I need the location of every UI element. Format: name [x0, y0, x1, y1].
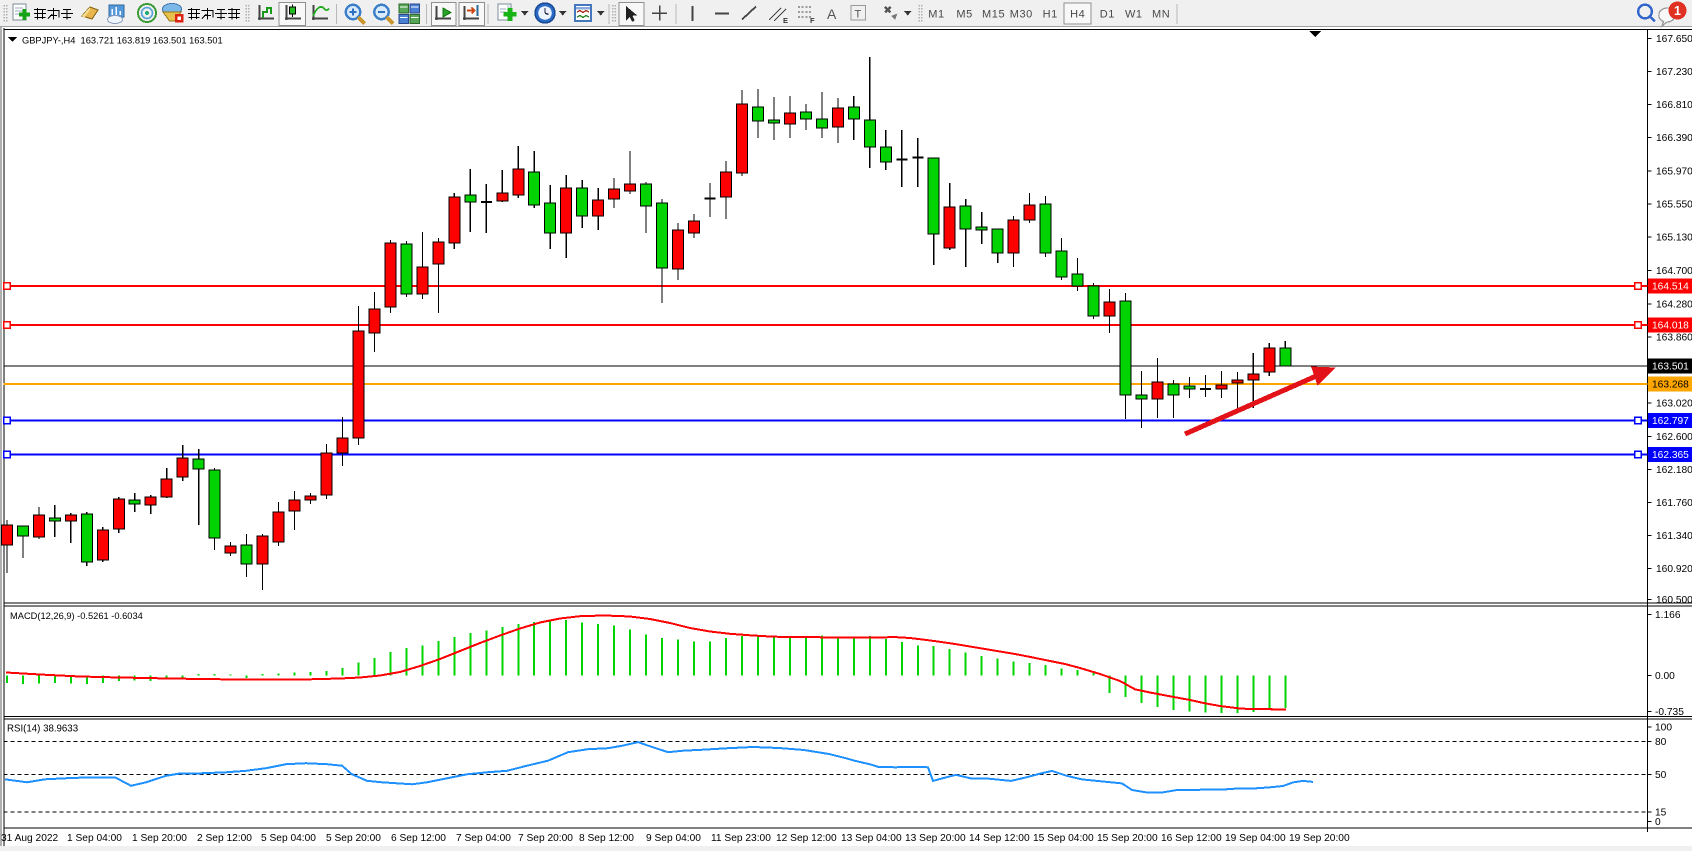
svg-text:D1: D1	[1100, 9, 1115, 21]
svg-text:166.810: 166.810	[1656, 100, 1692, 111]
svg-text:13 Sep 20:00: 13 Sep 20:00	[905, 833, 966, 844]
svg-text:166.390: 166.390	[1656, 133, 1692, 144]
svg-text:1 Sep 20:00: 1 Sep 20:00	[132, 833, 187, 844]
svg-text:163.860: 163.860	[1656, 333, 1692, 344]
svg-text:0: 0	[1655, 817, 1661, 828]
svg-text:2 Sep 12:00: 2 Sep 12:00	[197, 833, 252, 844]
svg-text:162.180: 162.180	[1656, 465, 1692, 476]
svg-text:19 Sep 20:00: 19 Sep 20:00	[1289, 833, 1350, 844]
svg-text:W1: W1	[1125, 9, 1143, 21]
svg-text:M5: M5	[956, 9, 972, 21]
svg-text:11 Sep 23:00: 11 Sep 23:00	[711, 833, 771, 844]
svg-text:165.130: 165.130	[1656, 232, 1692, 243]
svg-text:31 Aug 2022: 31 Aug 2022	[1, 833, 59, 844]
svg-text:12 Sep 12:00: 12 Sep 12:00	[776, 833, 837, 844]
svg-text:MN: MN	[1152, 9, 1170, 21]
svg-text:6 Sep 12:00: 6 Sep 12:00	[391, 833, 446, 844]
svg-text:0.00: 0.00	[1655, 671, 1675, 682]
svg-text:80: 80	[1655, 737, 1667, 748]
svg-text:8 Sep 12:00: 8 Sep 12:00	[579, 833, 634, 844]
svg-text:162.600: 162.600	[1656, 432, 1692, 443]
svg-text:15 Sep 04:00: 15 Sep 04:00	[1033, 833, 1094, 844]
svg-text:161.760: 161.760	[1656, 498, 1692, 509]
svg-text:100: 100	[1655, 723, 1672, 734]
svg-text:16 Sep 12:00: 16 Sep 12:00	[1161, 833, 1222, 844]
svg-text:9 Sep 04:00: 9 Sep 04:00	[646, 833, 701, 844]
svg-text:1.166: 1.166	[1655, 610, 1681, 621]
svg-text:13 Sep 04:00: 13 Sep 04:00	[841, 833, 902, 844]
svg-text:T: T	[855, 9, 862, 21]
svg-text:163.268: 163.268	[1652, 380, 1689, 391]
svg-text:162.797: 162.797	[1652, 416, 1689, 427]
svg-text:164.700: 164.700	[1656, 266, 1692, 277]
svg-text:14 Sep 12:00: 14 Sep 12:00	[969, 833, 1030, 844]
svg-text:15: 15	[1655, 808, 1667, 819]
svg-text:5 Sep 20:00: 5 Sep 20:00	[326, 833, 381, 844]
svg-text:M15: M15	[982, 9, 1005, 21]
svg-text:167.230: 167.230	[1656, 67, 1692, 78]
svg-text:-0.735: -0.735	[1655, 707, 1684, 718]
svg-text:161.340: 161.340	[1656, 531, 1692, 542]
svg-text:GBPJPY-,H4 163.721 163.819 16: GBPJPY-,H4 163.721 163.819 163.501 163.5…	[22, 36, 223, 46]
svg-text:165.970: 165.970	[1656, 166, 1692, 177]
svg-text:E: E	[783, 16, 788, 25]
svg-text:165.550: 165.550	[1656, 199, 1692, 210]
svg-text:164.514: 164.514	[1652, 282, 1689, 293]
svg-text:MACD(12,26,9) -0.5261 -0.6034: MACD(12,26,9) -0.5261 -0.6034	[10, 611, 143, 621]
svg-text:7 Sep 20:00: 7 Sep 20:00	[518, 833, 573, 844]
svg-text:H4: H4	[1070, 9, 1085, 21]
svg-text:50: 50	[1655, 770, 1667, 781]
svg-text:F: F	[810, 16, 815, 25]
svg-text:19 Sep 04:00: 19 Sep 04:00	[1225, 833, 1286, 844]
svg-text:7 Sep 04:00: 7 Sep 04:00	[456, 833, 511, 844]
svg-text:160.500: 160.500	[1656, 595, 1692, 606]
svg-text:164.018: 164.018	[1652, 321, 1689, 332]
svg-text:1 Sep 04:00: 1 Sep 04:00	[67, 833, 122, 844]
svg-text:162.365: 162.365	[1652, 450, 1689, 461]
svg-text:M1: M1	[928, 9, 944, 21]
svg-text:164.280: 164.280	[1656, 299, 1692, 310]
svg-text:15 Sep 20:00: 15 Sep 20:00	[1097, 833, 1158, 844]
svg-text:163.501: 163.501	[1652, 362, 1689, 373]
svg-text:163.020: 163.020	[1656, 399, 1692, 410]
svg-text:1: 1	[1674, 4, 1681, 18]
svg-text:M30: M30	[1010, 9, 1033, 21]
svg-text:RSI(14) 38.9633: RSI(14) 38.9633	[7, 724, 78, 735]
svg-text:A: A	[827, 6, 837, 22]
svg-text:160.920: 160.920	[1656, 564, 1692, 575]
svg-text:5 Sep 04:00: 5 Sep 04:00	[261, 833, 316, 844]
svg-text:H1: H1	[1043, 9, 1058, 21]
svg-text:167.650: 167.650	[1656, 34, 1692, 45]
